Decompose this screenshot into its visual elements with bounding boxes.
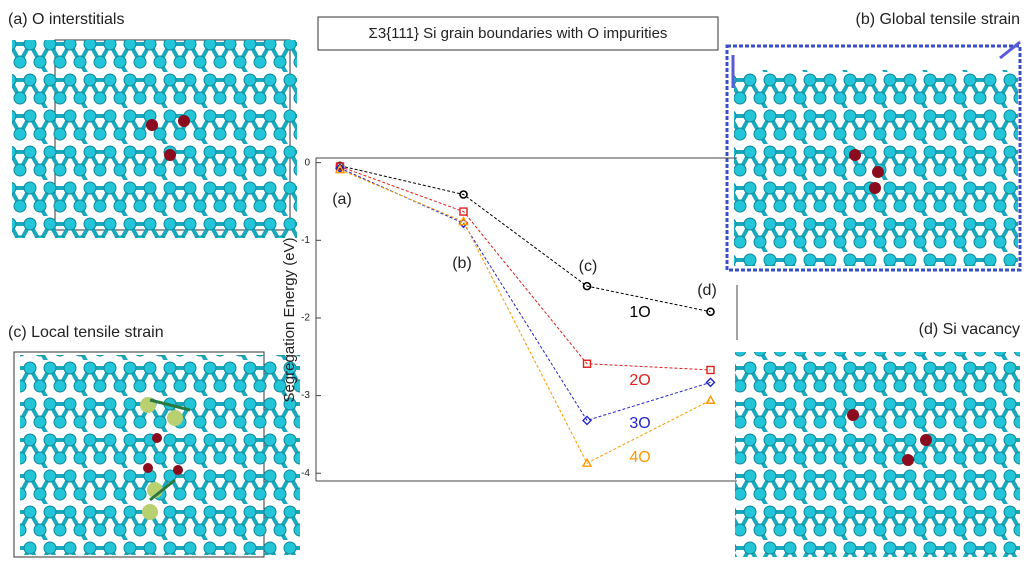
annotation: (b) [452, 255, 472, 272]
y-tick-label: -1 [301, 235, 310, 246]
marker [582, 415, 592, 426]
marker [459, 207, 468, 216]
y-tick-label: -4 [301, 468, 310, 479]
legend-label: 1O [629, 304, 650, 321]
series-line [339, 166, 711, 371]
marker [335, 162, 345, 171]
y-tick-label: 0 [304, 157, 310, 168]
series-line [339, 167, 711, 422]
legend-label: 4O [629, 449, 650, 466]
structure-c [13, 351, 300, 558]
structure-d [735, 352, 1020, 557]
series-line [339, 169, 711, 464]
annotation: (d) [697, 282, 717, 299]
panel-label: (b) Global tensile strain [855, 11, 1020, 28]
panel-label: (d) Si vacancy [919, 321, 1020, 338]
marker [334, 164, 346, 174]
annotation: (a) [332, 191, 352, 208]
marker [706, 307, 715, 317]
marker [458, 216, 469, 226]
marker [581, 457, 593, 467]
legend-label: 2O [629, 372, 650, 389]
y-tick-label: -3 [301, 390, 310, 401]
marker [705, 394, 716, 404]
structure-a [12, 39, 297, 238]
plot [315, 157, 738, 482]
legend-label: 3O [629, 415, 650, 432]
structure-b [725, 40, 1022, 272]
panel-label: (a) O interstitials [8, 11, 124, 28]
marker [706, 365, 715, 375]
y-axis-label: Segregation Energy (eV) [281, 237, 298, 402]
chart-title: Σ3{111} Si grain boundaries with O impur… [369, 25, 668, 42]
marker [582, 359, 592, 368]
title-box [317, 16, 719, 51]
marker [459, 190, 468, 199]
series-line [339, 165, 711, 313]
y-tick-label: -2 [301, 313, 310, 324]
marker [705, 377, 716, 388]
panel-label: (c) Local tensile strain [8, 324, 164, 341]
marker [582, 281, 592, 291]
annotation: (c) [579, 258, 598, 275]
